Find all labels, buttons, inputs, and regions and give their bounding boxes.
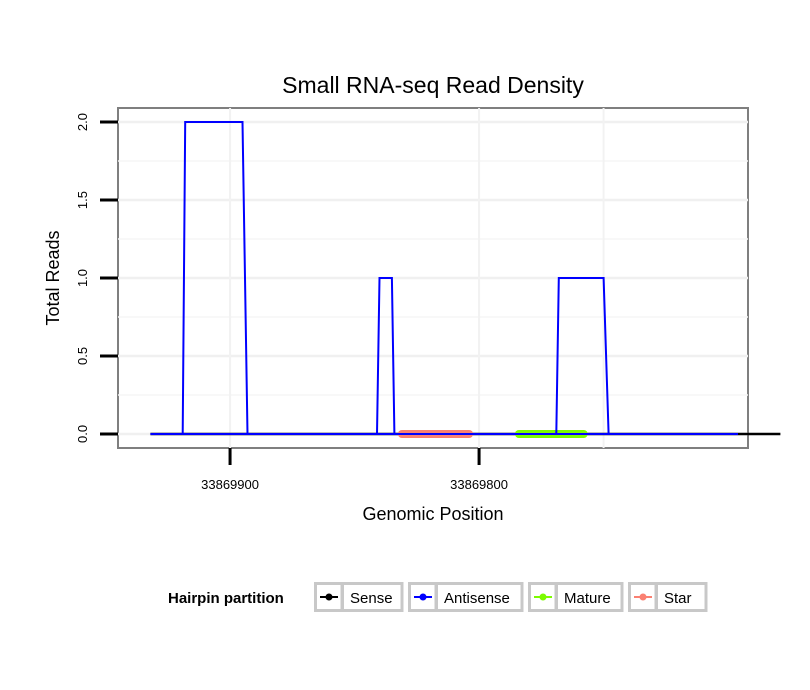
legend-label-sense: Sense	[350, 590, 393, 607]
y-tick-label: 0.0	[75, 425, 90, 443]
legend-label-antisense: Antisense	[444, 590, 510, 607]
y-axis-label: Total Reads	[43, 230, 63, 325]
legend-key-dot-mature	[539, 593, 547, 601]
y-tick-label: 2.0	[75, 113, 90, 131]
chart-title: Small RNA-seq Read Density	[282, 72, 584, 98]
legend-label-mature: Mature	[564, 590, 611, 607]
legend-label-star: Star	[664, 590, 692, 607]
legend-entry-box-mature	[554, 582, 624, 612]
legend-key-dot-sense	[325, 593, 333, 601]
y-tick-label: 1.0	[75, 269, 90, 287]
legend-entry-box-sense	[340, 582, 404, 612]
legend-entry-box-star	[654, 582, 708, 612]
y-tick-label: 0.5	[75, 347, 90, 365]
series-layer	[150, 121, 781, 438]
x-tick-label: 33869900	[201, 477, 259, 492]
x-axis-label: Genomic Position	[362, 504, 503, 524]
legend-entry-box-antisense	[434, 582, 524, 612]
y-tick-label: 1.5	[75, 191, 90, 209]
legend: Hairpin partition Sense Antisense Mature St…	[168, 582, 708, 612]
series-line-antisense	[150, 121, 738, 435]
legend-key-dot-antisense	[419, 593, 427, 601]
x-tick-label: 33869800	[450, 477, 508, 492]
x-axis: 33869900 33869800	[201, 448, 508, 492]
legend-key-dot-star	[639, 593, 647, 601]
y-axis: 0.0 0.5 1.0 1.5 2.0	[75, 113, 118, 443]
legend-title: Hairpin partition	[168, 590, 284, 607]
